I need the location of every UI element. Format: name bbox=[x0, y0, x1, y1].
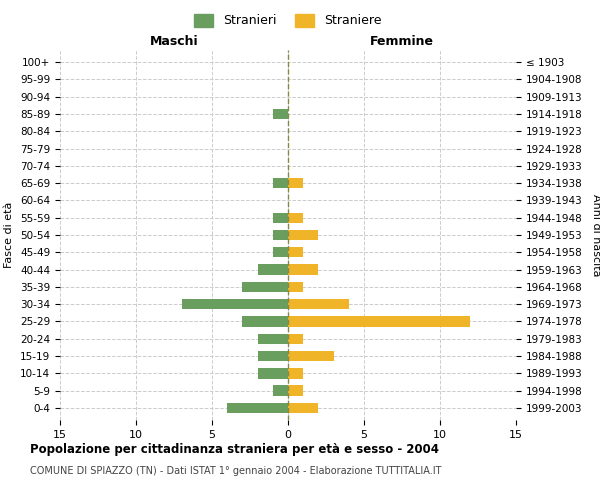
Bar bbox=[242, 282, 288, 292]
Bar bbox=[288, 368, 303, 378]
Bar bbox=[257, 368, 288, 378]
Bar bbox=[288, 316, 470, 326]
Bar bbox=[273, 386, 288, 396]
Text: Maschi: Maschi bbox=[149, 36, 199, 49]
Legend: Stranieri, Straniere: Stranieri, Straniere bbox=[190, 8, 386, 32]
Bar bbox=[273, 212, 288, 223]
Bar bbox=[288, 264, 319, 275]
Y-axis label: Anni di nascita: Anni di nascita bbox=[591, 194, 600, 276]
Bar bbox=[288, 247, 303, 258]
Bar bbox=[227, 402, 288, 413]
Bar bbox=[288, 178, 303, 188]
Bar bbox=[242, 316, 288, 326]
Text: Popolazione per cittadinanza straniera per età e sesso - 2004: Popolazione per cittadinanza straniera p… bbox=[30, 442, 439, 456]
Bar bbox=[257, 334, 288, 344]
Bar bbox=[257, 351, 288, 361]
Y-axis label: Fasce di età: Fasce di età bbox=[4, 202, 14, 268]
Bar bbox=[273, 230, 288, 240]
Bar bbox=[273, 178, 288, 188]
Text: COMUNE DI SPIAZZO (TN) - Dati ISTAT 1° gennaio 2004 - Elaborazione TUTTITALIA.IT: COMUNE DI SPIAZZO (TN) - Dati ISTAT 1° g… bbox=[30, 466, 442, 476]
Bar bbox=[182, 299, 288, 310]
Text: Femmine: Femmine bbox=[370, 36, 434, 49]
Bar bbox=[257, 264, 288, 275]
Bar bbox=[288, 351, 334, 361]
Bar bbox=[288, 386, 303, 396]
Bar bbox=[288, 212, 303, 223]
Bar bbox=[273, 109, 288, 119]
Bar bbox=[288, 299, 349, 310]
Bar bbox=[288, 402, 319, 413]
Bar bbox=[273, 247, 288, 258]
Bar bbox=[288, 334, 303, 344]
Bar bbox=[288, 230, 319, 240]
Bar bbox=[288, 282, 303, 292]
